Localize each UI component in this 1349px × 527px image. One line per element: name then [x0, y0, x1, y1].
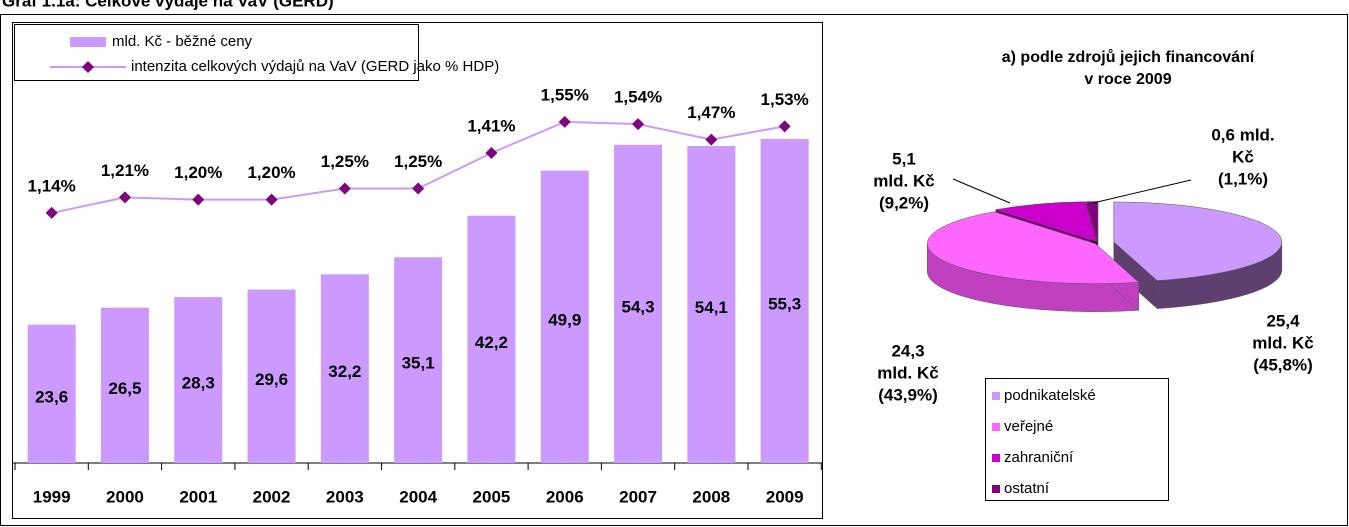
line-label: 1,20% [174, 163, 222, 182]
marker [705, 133, 718, 146]
bar [320, 274, 369, 463]
slice [1113, 201, 1283, 281]
x-tick-label: 2005 [473, 487, 511, 506]
pie-legend [985, 378, 1169, 501]
line-label: 1,47% [687, 103, 735, 122]
bar-label: 28,3 [182, 374, 215, 393]
slice-label: mld. Kč [873, 171, 934, 190]
line-label: 1,54% [614, 88, 662, 107]
legend-swatch [70, 37, 106, 47]
bar-label: 29,6 [255, 370, 288, 389]
slice-label: (43,9%) [878, 385, 938, 404]
slice-label: mld. Kč [877, 363, 938, 382]
bar [174, 297, 223, 463]
slice-label: (45,8%) [1253, 355, 1313, 374]
page-title: Graf 1.1a: Celkové výdaje na VaV (GERD) [2, 0, 334, 10]
slice-label: 5,1 [892, 149, 916, 168]
bar [100, 307, 149, 463]
bar-label: 26,5 [108, 379, 141, 398]
legend [14, 24, 419, 81]
bar [540, 170, 589, 463]
frame [0, 14, 1348, 526]
bar-label: 42,2 [475, 333, 508, 352]
line-label: 1,20% [247, 163, 295, 182]
x-tick-label: 2006 [546, 487, 584, 506]
legend-swatch [992, 392, 1000, 400]
bar-label: 23,6 [35, 387, 68, 406]
line-label: 1,21% [101, 161, 149, 180]
bar [687, 145, 736, 463]
leader-line [1092, 179, 1192, 204]
marker [338, 182, 351, 195]
bar-label: 49,9 [548, 310, 581, 329]
bar [760, 138, 809, 463]
pie-title: v roce 2009 [1084, 71, 1171, 88]
x-tick-label: 2009 [766, 487, 804, 506]
slice-label: 24,3 [891, 341, 924, 360]
legend-swatch [992, 454, 1000, 462]
bar [614, 144, 663, 463]
slice-label: mld. Kč [1252, 333, 1313, 352]
x-tick-label: 2001 [179, 487, 217, 506]
line-label: 1,55% [541, 85, 589, 104]
marker [632, 118, 645, 131]
x-tick-label: 2007 [619, 487, 657, 506]
marker [118, 191, 131, 204]
legend-label: podnikatelské [1004, 387, 1096, 404]
marker [412, 182, 425, 195]
marker [192, 193, 205, 206]
bar-label: 54,3 [622, 297, 655, 316]
bar [27, 324, 76, 463]
x-tick-label: 1999 [33, 487, 71, 506]
bar-label: 55,3 [768, 294, 801, 313]
plot-frame [12, 22, 823, 519]
line-label: 1,25% [394, 152, 442, 171]
x-tick-label: 2003 [326, 487, 364, 506]
slice-label: (1,1%) [1218, 169, 1268, 188]
slice [995, 201, 1098, 242]
marker [558, 115, 571, 128]
x-tick-label: 2008 [692, 487, 730, 506]
marker [485, 146, 498, 159]
x-tick-label: 2002 [253, 487, 291, 506]
line-label: 1,14% [28, 176, 76, 195]
legend-swatch [992, 423, 1000, 431]
x-tick-label: 2000 [106, 487, 144, 506]
x-tick-label: 2004 [399, 487, 437, 506]
bar-label: 32,2 [328, 362, 361, 381]
legend-marker [82, 61, 94, 73]
legend-label: veřejné [1004, 418, 1053, 435]
slice [927, 211, 1140, 284]
legend-label: intenzita celkových výdajů na VaV (GERD … [131, 58, 499, 75]
bar [394, 257, 443, 463]
legend-label: ostatní [1004, 480, 1050, 497]
marker [778, 120, 791, 133]
bar-label: 54,1 [695, 298, 728, 317]
legend-swatch [992, 485, 1000, 493]
leader-line [952, 178, 1011, 204]
pie [927, 201, 1283, 312]
slice-label: (9,2%) [879, 193, 929, 212]
bar [247, 289, 296, 463]
line-label: 1,41% [467, 116, 515, 135]
pie-title: a) podle zdrojů jejich financování [1002, 49, 1255, 66]
line-label: 1,53% [761, 90, 809, 109]
slice-label: Kč [1232, 147, 1254, 166]
marker [265, 193, 278, 206]
line-label: 1,25% [321, 152, 369, 171]
marker [45, 206, 58, 219]
bar-label: 35,1 [402, 354, 435, 373]
legend-label: mld. Kč - běžné ceny [112, 33, 253, 50]
legend-label: zahraniční [1004, 449, 1074, 466]
slice-label: 0,6 mld. [1211, 125, 1274, 144]
bar [467, 215, 516, 463]
slice-label: 25,4 [1266, 311, 1300, 330]
